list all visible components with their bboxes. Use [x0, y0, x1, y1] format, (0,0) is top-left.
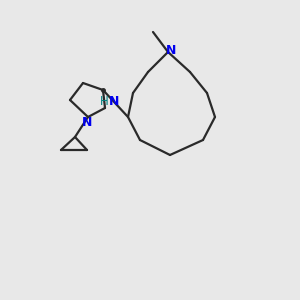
Text: N: N — [109, 95, 120, 108]
Text: H: H — [100, 95, 109, 108]
Text: N: N — [166, 44, 176, 58]
Text: N: N — [82, 116, 92, 130]
